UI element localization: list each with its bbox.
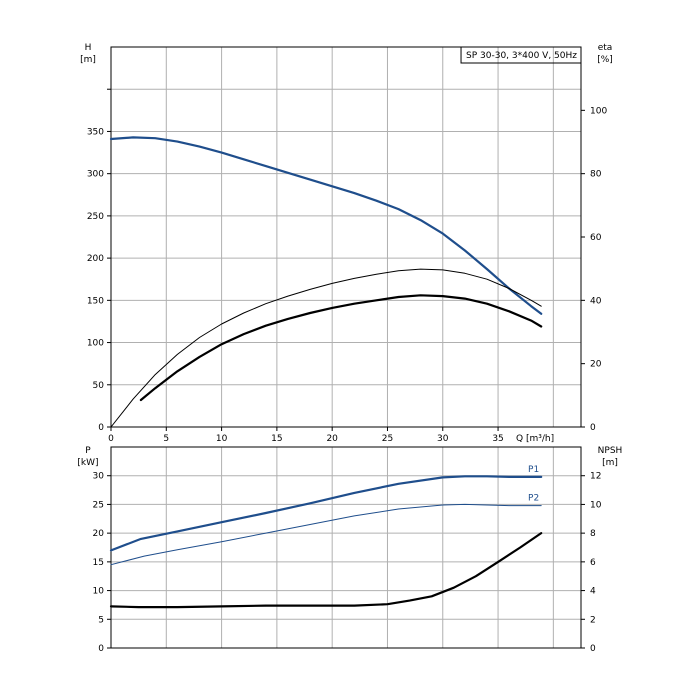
y-left-axis-unit: [m] (80, 55, 96, 65)
y-left-tick-label: 300 (87, 170, 104, 180)
chart-title: SP 30-30, 3*400 V, 50Hz (466, 51, 577, 61)
x-tick-label: 25 (382, 434, 393, 444)
y-right-axis-unit: [m] (602, 458, 618, 468)
y-left-tick-label: 0 (98, 644, 104, 654)
series-line-0-1 (110, 268, 542, 428)
y-right-tick-label: 8 (590, 529, 596, 539)
y-right-tick-label: 4 (590, 587, 596, 597)
series-label-p1: P1 (528, 465, 539, 475)
x-tick-label: 5 (163, 434, 169, 444)
chart-title-box (460, 46, 582, 64)
plot-frame (110, 46, 582, 428)
y-right-tick-label: 80 (590, 170, 602, 180)
y-right-tick-label: 100 (590, 106, 607, 116)
y-left-tick-label: 10 (93, 587, 105, 597)
bottom-chart-panel: 0 5 10 15 20 25 30 0 2 4 6 8 10 12 P [kW] NPSH [m] P1 P2 (77, 446, 622, 654)
y-right-tick-label: 10 (590, 500, 602, 510)
y-right-tick-label: 12 (590, 472, 601, 482)
y-left-tick-label: 50 (93, 381, 105, 391)
x-axis-label: Q [m³/h] (516, 434, 554, 444)
y-left-axis-label: P (85, 446, 91, 456)
y-right-axis-label: eta (598, 43, 613, 53)
y-right-tick-label: 6 (590, 558, 596, 568)
x-tick-label: 20 (326, 434, 338, 444)
y-left-tick-label: 20 (93, 529, 105, 539)
series-line-p2 (110, 503, 542, 566)
top-chart-panel: 0 50 100 150 200 250 300 350 0 20 40 60 80 100 0 5 10 15 2… (80, 43, 613, 444)
x-tick-label: 15 (271, 434, 282, 444)
plot-frame (110, 446, 582, 649)
y-left-tick-label: 150 (87, 296, 104, 306)
y-right-axis-unit: [%] (597, 55, 613, 65)
y-left-axis-label: H (85, 43, 92, 53)
y-left-tick-label: 350 (87, 127, 104, 137)
y-left-tick-label: 0 (98, 423, 104, 433)
x-tick-label: 35 (492, 434, 503, 444)
y-left-axis-unit: [kW] (77, 458, 98, 468)
y-right-tick-label: 0 (590, 644, 596, 654)
y-right-tick-label: 60 (590, 233, 602, 243)
y-left-tick-label: 5 (98, 615, 104, 625)
y-left-tick-label: 100 (87, 339, 104, 349)
y-left-tick-label: 250 (87, 212, 104, 222)
series-line-0-2 (139, 294, 543, 402)
y-left-tick-label: 200 (87, 254, 104, 264)
x-tick-label: 30 (437, 434, 449, 444)
series-line-1-2 (109, 531, 543, 609)
series-label-p2: P2 (528, 494, 539, 504)
y-right-tick-label: 40 (590, 296, 602, 306)
series-line-0-0 (109, 136, 543, 315)
y-left-tick-label: 25 (93, 500, 104, 510)
y-right-tick-label: 0 (590, 423, 596, 433)
series-line-p1 (109, 475, 543, 552)
x-tick-label: 10 (216, 434, 228, 444)
y-right-tick-label: 2 (590, 615, 596, 625)
y-right-tick-label: 20 (590, 360, 602, 370)
y-right-axis-label: NPSH (598, 446, 623, 456)
x-tick-label: 0 (108, 434, 114, 444)
y-left-tick-label: 15 (93, 558, 104, 568)
y-left-tick-label: 30 (93, 472, 105, 482)
